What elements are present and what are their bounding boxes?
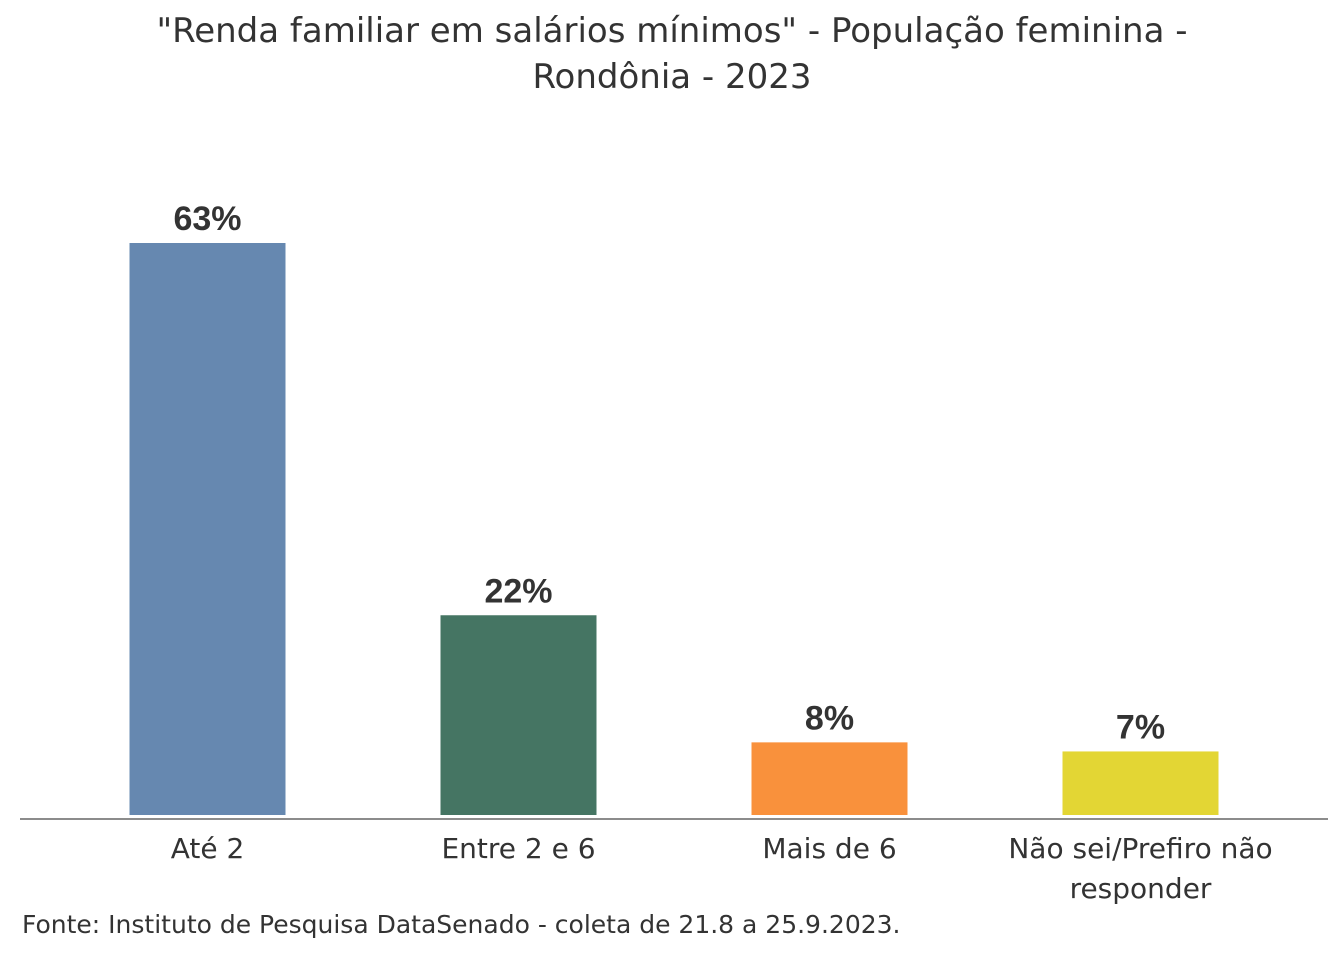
bar-value-label-2: 8% (805, 699, 854, 737)
x-tick-label-2-0: Mais de 6 (762, 832, 896, 865)
bar-3 (1062, 751, 1219, 815)
source-note: Fonte: Instituto de Pesquisa DataSenado … (22, 910, 901, 939)
x-tick-label-1-0: Entre 2 e 6 (441, 832, 595, 865)
x-tick-label-3-1: responder (1070, 872, 1212, 905)
bar-0 (129, 243, 286, 815)
bar-value-label-0: 63% (173, 200, 241, 238)
x-tick-label-0-0: Até 2 (171, 832, 245, 865)
chart-title: "Renda familiar em salários mínimos" - P… (0, 8, 1344, 100)
chart-title-line-2: Rondônia - 2023 (532, 57, 812, 97)
bar-value-label-1: 22% (484, 572, 552, 610)
chart-title-line-1: "Renda familiar em salários mínimos" - P… (156, 11, 1188, 51)
bar-1 (440, 615, 597, 815)
bar-2 (751, 742, 908, 815)
x-tick-label-3-0: Não sei/Prefiro não (1008, 832, 1272, 865)
bar-value-label-3: 7% (1116, 708, 1165, 746)
